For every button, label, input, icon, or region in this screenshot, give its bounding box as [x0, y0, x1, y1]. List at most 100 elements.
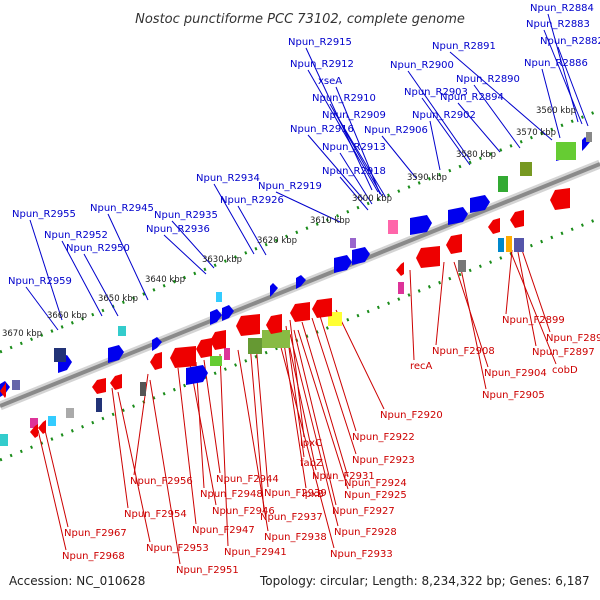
reverse-gene-label[interactable]: lpxC: [300, 438, 322, 449]
reverse-gene-label[interactable]: Npun_F2937: [260, 512, 323, 523]
forward-gene-feature[interactable]: [270, 283, 278, 297]
reverse-gene-feature[interactable]: [0, 382, 6, 398]
gene-feature-block[interactable]: [48, 416, 56, 426]
gene-feature-block[interactable]: [388, 220, 398, 234]
forward-gene-feature[interactable]: [222, 305, 234, 321]
reverse-gene-label[interactable]: Npun_F2941: [224, 547, 287, 558]
forward-gene-label[interactable]: Npun_R2884: [530, 3, 594, 14]
reverse-gene-feature[interactable]: [446, 234, 462, 254]
forward-gene-label[interactable]: Npun_R2952: [44, 230, 108, 241]
forward-gene-label[interactable]: Npun_R2916: [290, 124, 354, 135]
reverse-gene-feature[interactable]: [92, 378, 106, 394]
gene-feature-block[interactable]: [586, 132, 592, 142]
gene-feature-block[interactable]: [66, 408, 74, 418]
gene-feature-block[interactable]: [520, 162, 532, 176]
gene-feature-block[interactable]: [0, 434, 8, 446]
gene-feature-block[interactable]: [216, 292, 222, 302]
reverse-gene-label[interactable]: Npun_F2956: [130, 476, 193, 487]
reverse-gene-label[interactable]: lpxB: [302, 489, 324, 500]
forward-gene-feature[interactable]: [108, 345, 124, 363]
reverse-gene-feature[interactable]: [510, 210, 524, 228]
reverse-gene-label[interactable]: Npun_F2938: [264, 532, 327, 543]
forward-gene-label[interactable]: Npun_R2936: [146, 224, 210, 235]
gene-feature-block[interactable]: [556, 142, 576, 160]
gene-feature-block[interactable]: [118, 326, 126, 336]
gene-feature-block[interactable]: [248, 338, 262, 354]
forward-gene-label[interactable]: Npun_R2894: [440, 92, 504, 103]
reverse-gene-label[interactable]: Npun_F2895: [546, 333, 600, 344]
forward-gene-label[interactable]: Npun_R2959: [8, 276, 72, 287]
reverse-gene-label[interactable]: Npun_F2933: [330, 549, 393, 560]
forward-gene-label[interactable]: Npun_R2890: [456, 74, 520, 85]
forward-gene-feature[interactable]: [448, 207, 468, 225]
forward-gene-feature[interactable]: [210, 309, 222, 325]
forward-gene-feature[interactable]: [296, 275, 306, 289]
forward-gene-label[interactable]: Npun_R2886: [524, 58, 588, 69]
forward-gene-label[interactable]: Npun_R2910: [312, 93, 376, 104]
forward-gene-label[interactable]: Npun_R2902: [412, 110, 476, 121]
gene-feature-block[interactable]: [350, 238, 356, 248]
forward-gene-label[interactable]: Npun_R2918: [322, 166, 386, 177]
forward-gene-label[interactable]: Npun_R2903: [404, 87, 468, 98]
reverse-gene-feature[interactable]: [38, 420, 46, 434]
forward-gene-label[interactable]: Npun_R2912: [290, 59, 354, 70]
forward-gene-label[interactable]: Npun_R2882: [540, 36, 600, 47]
reverse-gene-label[interactable]: Npun_F2951: [176, 565, 239, 576]
forward-gene-label[interactable]: Npun_R2926: [220, 195, 284, 206]
reverse-gene-label[interactable]: Npun_F2944: [216, 474, 279, 485]
forward-gene-label[interactable]: Npun_R2935: [154, 210, 218, 221]
reverse-gene-label[interactable]: Npun_F2947: [192, 525, 255, 536]
forward-gene-feature[interactable]: [334, 255, 352, 273]
gene-feature-block[interactable]: [398, 282, 404, 294]
reverse-gene-label[interactable]: Npun_F2920: [380, 410, 443, 421]
gene-feature-block[interactable]: [458, 260, 466, 272]
forward-gene-label[interactable]: Npun_R2906: [364, 125, 428, 136]
forward-gene-label[interactable]: Npun_R2891: [432, 41, 496, 52]
reverse-gene-feature[interactable]: [170, 346, 196, 368]
forward-gene-feature[interactable]: [470, 195, 490, 213]
gene-feature-block[interactable]: [506, 236, 512, 252]
reverse-gene-label[interactable]: Npun_F2928: [334, 527, 397, 538]
gene-feature-block[interactable]: [210, 356, 222, 366]
forward-gene-label[interactable]: xseA: [318, 76, 342, 87]
gene-feature-block[interactable]: [498, 176, 508, 192]
forward-gene-feature[interactable]: [352, 247, 370, 265]
gene-feature-block[interactable]: [224, 348, 230, 360]
forward-gene-label[interactable]: Npun_R2950: [66, 243, 130, 254]
gene-feature-block[interactable]: [12, 380, 20, 390]
reverse-gene-label[interactable]: Npun_F2939: [264, 488, 327, 499]
reverse-gene-feature[interactable]: [110, 374, 122, 390]
reverse-gene-label[interactable]: Npun_F2899: [502, 315, 565, 326]
reverse-gene-label[interactable]: Npun_F2905: [482, 390, 545, 401]
forward-gene-label[interactable]: Npun_R2945: [90, 203, 154, 214]
reverse-gene-label[interactable]: fabZ: [300, 458, 323, 469]
reverse-gene-label[interactable]: Npun_F2922: [352, 432, 415, 443]
reverse-gene-feature[interactable]: [196, 338, 212, 358]
gene-feature-block[interactable]: [514, 238, 524, 252]
forward-gene-label[interactable]: Npun_R2913: [322, 142, 386, 153]
reverse-gene-feature[interactable]: [30, 424, 38, 438]
reverse-gene-label[interactable]: Npun_F2924: [344, 478, 407, 489]
forward-gene-label[interactable]: Npun_R2955: [12, 209, 76, 220]
reverse-gene-feature[interactable]: [266, 314, 282, 334]
reverse-gene-label[interactable]: Npun_F2925: [344, 490, 407, 501]
reverse-gene-label[interactable]: Npun_F2931: [312, 471, 375, 482]
forward-gene-label[interactable]: Npun_R2919: [258, 181, 322, 192]
reverse-gene-label[interactable]: recA: [410, 361, 433, 372]
forward-gene-label[interactable]: Npun_R2900: [390, 60, 454, 71]
reverse-gene-label[interactable]: Npun_F2954: [124, 509, 187, 520]
reverse-gene-feature[interactable]: [150, 352, 162, 370]
gene-feature-block[interactable]: [262, 330, 290, 348]
reverse-gene-label[interactable]: Npun_F2927: [332, 506, 395, 517]
reverse-gene-label[interactable]: Npun_F2967: [64, 528, 127, 539]
reverse-gene-label[interactable]: Npun_F2948: [200, 489, 263, 500]
gene-feature-block[interactable]: [96, 398, 102, 412]
reverse-gene-label[interactable]: Npun_F2953: [146, 543, 209, 554]
forward-gene-label[interactable]: Npun_R2915: [288, 37, 352, 48]
reverse-gene-feature[interactable]: [312, 298, 332, 318]
reverse-gene-feature[interactable]: [290, 302, 310, 322]
reverse-gene-label[interactable]: Npun_F2968: [62, 551, 125, 562]
forward-gene-label[interactable]: Npun_R2909: [322, 110, 386, 121]
reverse-gene-label[interactable]: Npun_F2908: [432, 346, 495, 357]
reverse-gene-label[interactable]: Npun_F2904: [484, 368, 547, 379]
